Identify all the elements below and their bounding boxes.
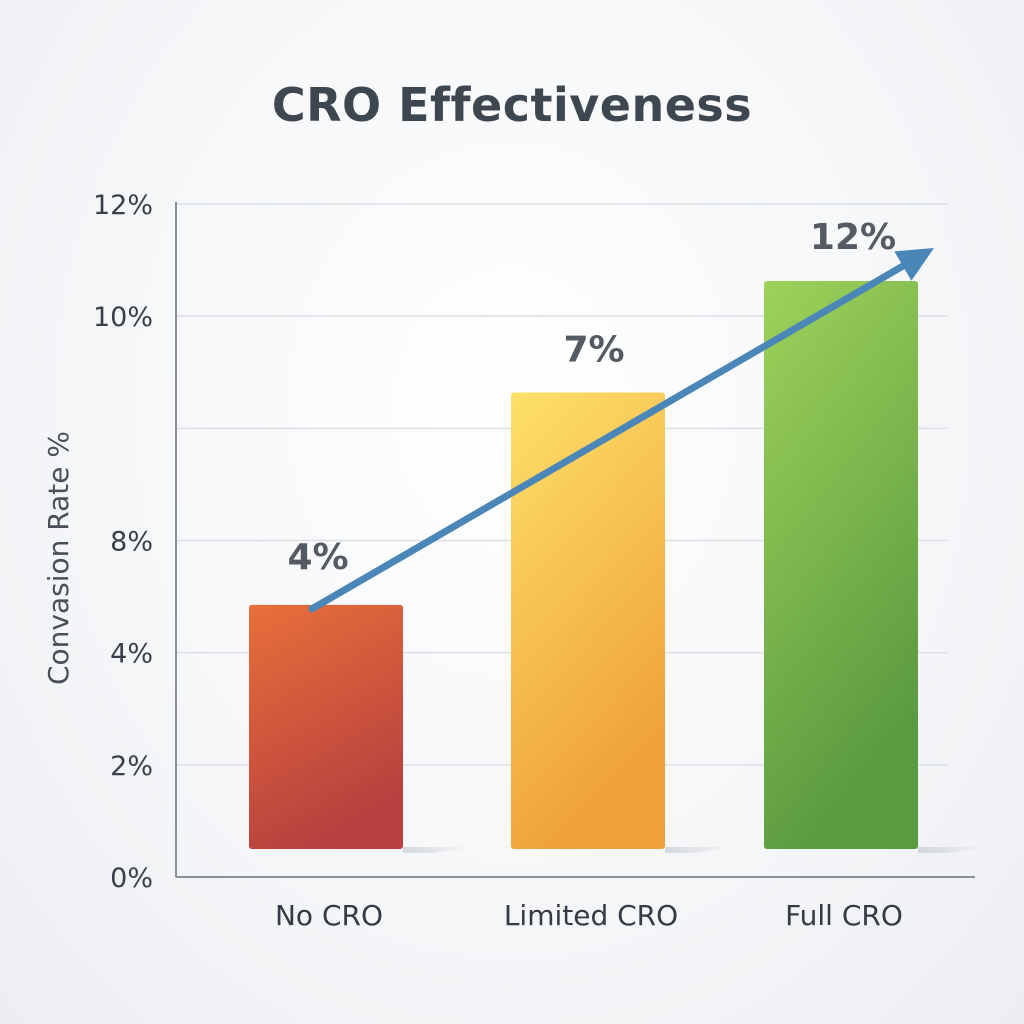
chart-title: CRO Effectiveness [271,78,753,132]
bars [249,281,918,850]
y-axis-title: Convasion Rate % [42,431,75,685]
category-label: No CRO [275,899,383,932]
trend-arrow [308,248,934,613]
bar-full-cro [764,281,918,850]
bar-shadow [403,847,473,853]
bar-no-cro [249,604,403,849]
axes [175,202,975,878]
bar-limited-cro [511,392,665,849]
data-label: 7% [563,329,624,370]
bar-shadow [665,847,735,853]
bar-shadow [918,847,988,853]
category-labels: No CRO Limited CRO Full CRO [275,899,903,932]
trend-arrow-shaft [308,262,907,613]
y-tick-labels: 0% 2% 4% 8% 10% 12% [93,190,153,894]
y-tick-label: 4% [110,639,153,670]
bar-shadows [403,847,988,853]
data-label: 12% [810,217,896,258]
y-tick-label: 10% [93,302,153,333]
category-label: Limited CRO [504,899,678,932]
trend-arrow-head [894,248,934,281]
y-tick-label: 8% [110,527,153,558]
data-label: 4% [287,537,348,578]
y-tick-label: 12% [93,190,153,221]
category-label: Full CRO [785,899,903,932]
data-labels: 4% 7% 12% [287,217,896,578]
y-tick-label: 0% [110,863,153,894]
y-tick-label: 2% [110,751,153,782]
